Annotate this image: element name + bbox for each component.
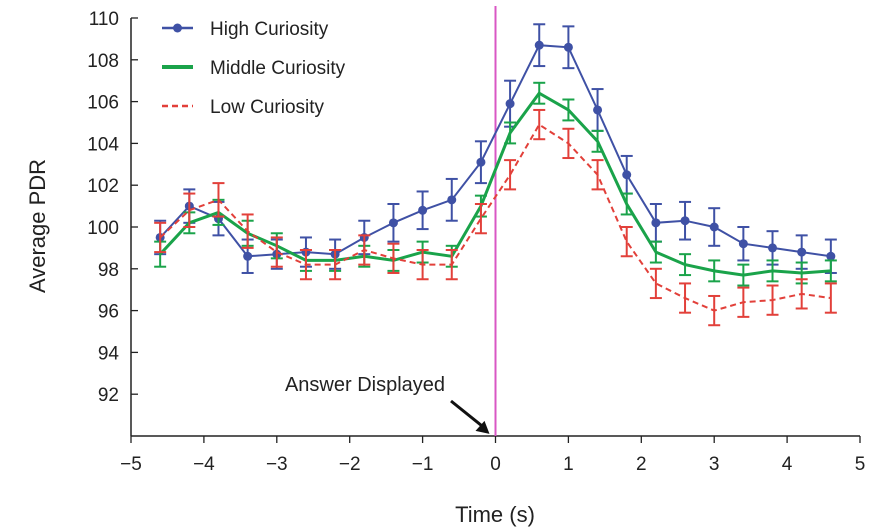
x-tick-label: 3 <box>709 454 720 475</box>
legend: High Curiosity Middle Curiosity Low Curios… <box>162 19 346 118</box>
data-point <box>797 247 807 257</box>
data-point <box>563 42 573 52</box>
legend-marker <box>173 23 182 33</box>
data-point <box>534 40 544 50</box>
annotation-label: Answer Displayed <box>285 374 445 396</box>
x-tick-label: 2 <box>636 454 647 475</box>
data-point <box>476 157 486 167</box>
y-tick-label: 106 <box>87 93 119 114</box>
legend-item: Middle Curiosity <box>162 58 346 79</box>
x-tick-label: 0 <box>490 454 501 475</box>
data-point <box>709 222 719 232</box>
y-tick-label: 94 <box>98 343 120 364</box>
data-point <box>388 218 398 228</box>
series-low-curiosity <box>154 108 837 327</box>
y-tick-label: 104 <box>87 134 119 155</box>
x-tick-label: 5 <box>855 454 866 475</box>
x-tick-label: 1 <box>563 454 574 475</box>
data-point <box>622 170 632 180</box>
annotation-arrow <box>450 399 486 430</box>
y-tick-label: 110 <box>89 9 119 30</box>
y-tick-label: 102 <box>87 176 119 197</box>
y-axis: 92 94 96 98 100 102 104 106 108 110 <box>87 9 138 436</box>
x-tick-label: −4 <box>193 454 215 475</box>
x-axis: −5 −4 −3 −2 −1 0 1 2 3 4 5 <box>120 435 866 475</box>
legend-item: High Curiosity <box>162 19 329 40</box>
data-point <box>447 195 457 205</box>
legend-label: High Curiosity <box>210 19 329 40</box>
y-tick-label: 98 <box>98 260 119 281</box>
legend-label: Middle Curiosity <box>210 58 346 79</box>
y-tick-label: 100 <box>87 218 119 239</box>
y-axis-title: Average PDR <box>25 159 50 293</box>
y-tick-label: 108 <box>87 51 119 72</box>
data-point <box>768 243 778 253</box>
data-point <box>826 251 836 261</box>
legend-item: Low Curiosity <box>162 97 325 118</box>
data-point <box>593 105 603 115</box>
y-tick-label: 96 <box>98 302 119 323</box>
x-axis-title: Time (s) <box>455 502 535 527</box>
x-tick-label: −3 <box>266 454 288 475</box>
data-point <box>418 205 428 215</box>
series-line <box>159 44 831 258</box>
data-point <box>651 218 661 228</box>
legend-label: Low Curiosity <box>210 97 325 118</box>
annotation: Answer Displayed <box>285 374 490 434</box>
x-tick-label: −5 <box>120 454 142 475</box>
y-tick-label: 92 <box>98 385 119 406</box>
data-point <box>738 239 748 249</box>
x-tick-label: −2 <box>339 454 361 475</box>
annotation-arrowhead <box>475 420 490 434</box>
x-tick-label: −1 <box>412 454 434 475</box>
data-point <box>243 251 253 261</box>
plot-area: 92 94 96 98 100 102 104 106 108 110 −5 −4 −3 −2 −1 0 1 2… <box>87 6 865 475</box>
series-line <box>159 91 831 277</box>
data-point <box>680 216 690 226</box>
data-point <box>505 99 515 109</box>
series-line <box>159 123 831 312</box>
x-tick-label: 4 <box>782 454 793 475</box>
series-layer <box>154 23 837 327</box>
